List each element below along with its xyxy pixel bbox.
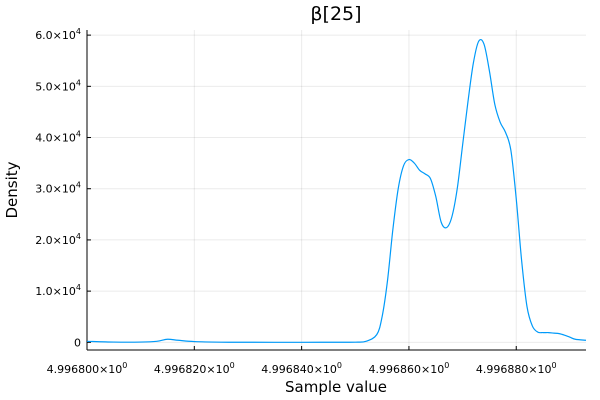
x-tick-label: 4.996880×100: [476, 361, 557, 376]
y-tick-label: 1.0×104: [35, 283, 81, 298]
series-layer: [86, 38, 587, 343]
y-tick-label: 6.0×104: [35, 27, 81, 42]
y-tick-label: 3.0×104: [35, 181, 81, 196]
x-tick-label: 4.996860×100: [369, 361, 450, 376]
axes: [86, 30, 586, 351]
x-axis-title: Sample value: [285, 378, 387, 396]
y-axis-title: Density: [3, 161, 21, 218]
y-tick-label: 4.0×104: [35, 130, 81, 145]
density-series-line: [86, 38, 587, 343]
y-tick-label: 0: [74, 336, 81, 349]
grid: [86, 30, 586, 350]
y-tick-label: 2.0×104: [35, 232, 81, 247]
x-tick-label: 4.996820×100: [154, 361, 235, 376]
chart-title: β[25]: [310, 3, 361, 25]
y-tick-label: 5.0×104: [35, 78, 81, 93]
tick-labels: 4.996800×100 4.996820×100 4.996840×100 4.99…: [35, 27, 556, 376]
x-tick-label: 4.996800×100: [47, 361, 128, 376]
x-tick-label: 4.996840×100: [261, 361, 342, 376]
